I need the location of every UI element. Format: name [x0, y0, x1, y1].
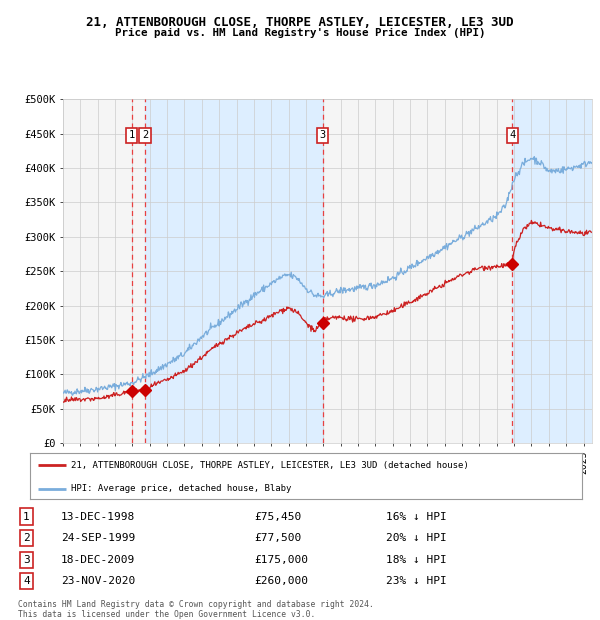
Text: 13-DEC-1998: 13-DEC-1998: [61, 512, 135, 521]
Text: 2: 2: [23, 533, 30, 543]
Text: 24-SEP-1999: 24-SEP-1999: [61, 533, 135, 543]
Text: 16% ↓ HPI: 16% ↓ HPI: [386, 512, 447, 521]
Text: HPI: Average price, detached house, Blaby: HPI: Average price, detached house, Blab…: [71, 484, 292, 494]
Text: 4: 4: [23, 577, 30, 587]
Bar: [512, 99, 592, 443]
Text: 3: 3: [319, 130, 326, 140]
Text: 21, ATTENBOROUGH CLOSE, THORPE ASTLEY, LEICESTER, LE3 3UD: 21, ATTENBOROUGH CLOSE, THORPE ASTLEY, L…: [86, 16, 514, 29]
Text: 23-NOV-2020: 23-NOV-2020: [61, 577, 135, 587]
Text: 18% ↓ HPI: 18% ↓ HPI: [386, 555, 447, 565]
Text: £175,000: £175,000: [254, 555, 308, 565]
Text: This data is licensed under the Open Government Licence v3.0.: This data is licensed under the Open Gov…: [18, 610, 316, 619]
Text: 1: 1: [128, 130, 135, 140]
Text: 2: 2: [142, 130, 148, 140]
Text: £260,000: £260,000: [254, 577, 308, 587]
Text: Price paid vs. HM Land Registry's House Price Index (HPI): Price paid vs. HM Land Registry's House …: [115, 28, 485, 38]
Text: 18-DEC-2009: 18-DEC-2009: [61, 555, 135, 565]
Text: £77,500: £77,500: [254, 533, 301, 543]
Text: £75,450: £75,450: [254, 512, 301, 521]
Text: 20% ↓ HPI: 20% ↓ HPI: [386, 533, 447, 543]
Text: 4: 4: [509, 130, 515, 140]
Text: 1: 1: [23, 512, 30, 521]
Bar: [145, 99, 323, 443]
Text: 3: 3: [23, 555, 30, 565]
Text: Contains HM Land Registry data © Crown copyright and database right 2024.: Contains HM Land Registry data © Crown c…: [18, 600, 374, 609]
Text: 23% ↓ HPI: 23% ↓ HPI: [386, 577, 447, 587]
Text: 21, ATTENBOROUGH CLOSE, THORPE ASTLEY, LEICESTER, LE3 3UD (detached house): 21, ATTENBOROUGH CLOSE, THORPE ASTLEY, L…: [71, 461, 469, 470]
